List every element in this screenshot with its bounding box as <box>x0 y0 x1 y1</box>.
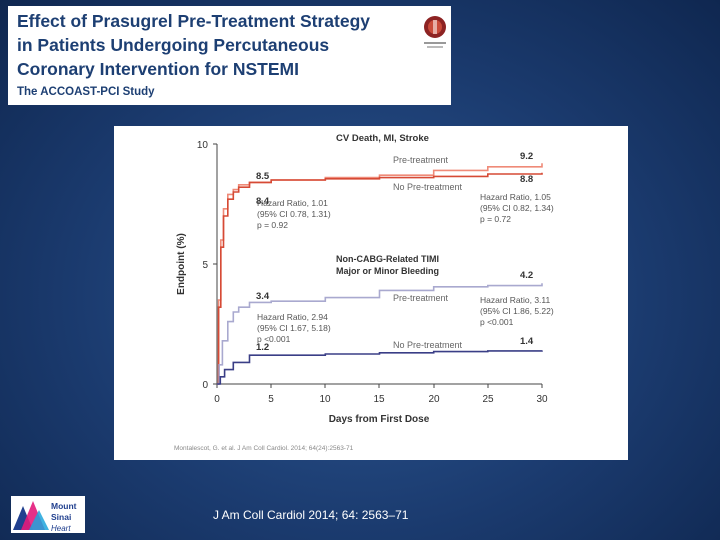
title-banner: Effect of Prasugrel Pre-Treatment Strate… <box>8 6 451 105</box>
y-tick-label: 10 <box>197 140 209 151</box>
logo-text-sinai: Sinai <box>51 512 71 522</box>
x-tick-label: 30 <box>536 394 548 405</box>
kaplan-meier-chart: 0 5 10 0 5 10 15 20 25 30 Days from Firs… <box>174 133 556 452</box>
end-value-label-no-pretreatment-efficacy: 8.8 <box>520 174 533 185</box>
end-value-label-pretreatment-bleeding: 4.2 <box>520 270 533 281</box>
citation: Montalescot, G. et al. J Am Coll Cardiol… <box>174 445 354 452</box>
series-label-no-pretreatment-efficacy: No Pre-treatment <box>393 182 463 192</box>
end-value-label-pretreatment-efficacy: 9.2 <box>520 151 533 162</box>
x-tick-label: 15 <box>373 394 385 405</box>
x-tick-label: 25 <box>482 394 494 405</box>
x-tick-label: 10 <box>319 394 331 405</box>
series-line-bleeding-pretreatment <box>217 283 543 385</box>
slide-title-line-3: Coronary Intervention for NSTEMI <box>17 59 299 79</box>
y-tick-label: 0 <box>202 380 208 391</box>
hazard-ratio-left-bleeding: Hazard Ratio, 2.94 (95% CI 1.67, 5.18) p… <box>257 312 333 344</box>
mount-sinai-mark-icon: Mount Sinai Heart <box>13 501 77 533</box>
end-value-label-no-pretreatment-bleeding: 1.4 <box>520 336 534 347</box>
series-line-efficacy-no-pretreatment <box>217 172 543 385</box>
hazard-ratio-right-efficacy: Hazard Ratio, 1.05 (95% CI 0.82, 1.34) p… <box>480 192 556 224</box>
axes: 0 5 10 0 5 10 15 20 25 30 Days from Firs… <box>176 140 548 425</box>
series-line-bleeding-no-pretreatment <box>217 350 543 385</box>
x-tick-label: 20 <box>428 394 440 405</box>
day3-value-label-no-pretreatment-bleeding: 1.2 <box>256 342 269 353</box>
hazard-ratio-left-efficacy: Hazard Ratio, 1.01 (95% CI 0.78, 1.31) p… <box>257 198 333 230</box>
logo-text-mount: Mount <box>51 501 77 511</box>
crossmark-seal-icon <box>424 16 446 48</box>
y-tick-label: 5 <box>202 260 208 271</box>
panel-title-bleeding: Non-CABG-Related TIMI Major or Minor Ble… <box>336 254 442 276</box>
mount-sinai-logo: Mount Sinai Heart <box>11 496 85 533</box>
series-layer <box>217 163 543 385</box>
study-name: The ACCOAST-PCI Study <box>17 86 155 98</box>
series-label-pretreatment-bleeding: Pre-treatment <box>393 293 449 303</box>
chart-panel: 0 5 10 0 5 10 15 20 25 30 Days from Firs… <box>114 126 628 460</box>
series-label-pretreatment-efficacy: Pre-treatment <box>393 155 449 165</box>
x-tick-label: 0 <box>214 394 220 405</box>
slide-title-line-1: Effect of Prasugrel Pre-Treatment Strate… <box>17 11 371 31</box>
x-axis-label: Days from First Dose <box>329 414 430 425</box>
series-label-no-pretreatment-bleeding: No Pre-treatment <box>393 340 463 350</box>
day3-value-label-no-pretreatment-efficacy: 8.4 <box>256 196 270 207</box>
day3-value-label-pretreatment-efficacy: 8.5 <box>256 171 270 182</box>
panel-bleeding-annotations: Non-CABG-Related TIMI Major or Minor Ble… <box>256 254 556 353</box>
y-axis-label: Endpoint (%) <box>176 233 187 295</box>
logo-text-heart: Heart <box>51 524 71 533</box>
day3-value-label-pretreatment-bleeding: 3.4 <box>256 291 270 302</box>
hazard-ratio-right-bleeding: Hazard Ratio, 3.11 (95% CI 1.86, 5.22) p… <box>480 295 556 327</box>
footer-citation: J Am Coll Cardiol 2014; 64: 2563–71 <box>213 508 409 522</box>
slide-title-line-2: in Patients Undergoing Percutaneous <box>17 35 330 55</box>
panel-efficacy-annotations: CV Death, MI, Stroke Pre-treatment No Pr… <box>256 133 556 230</box>
panel-title-efficacy: CV Death, MI, Stroke <box>336 133 429 144</box>
x-tick-label: 5 <box>268 394 274 405</box>
